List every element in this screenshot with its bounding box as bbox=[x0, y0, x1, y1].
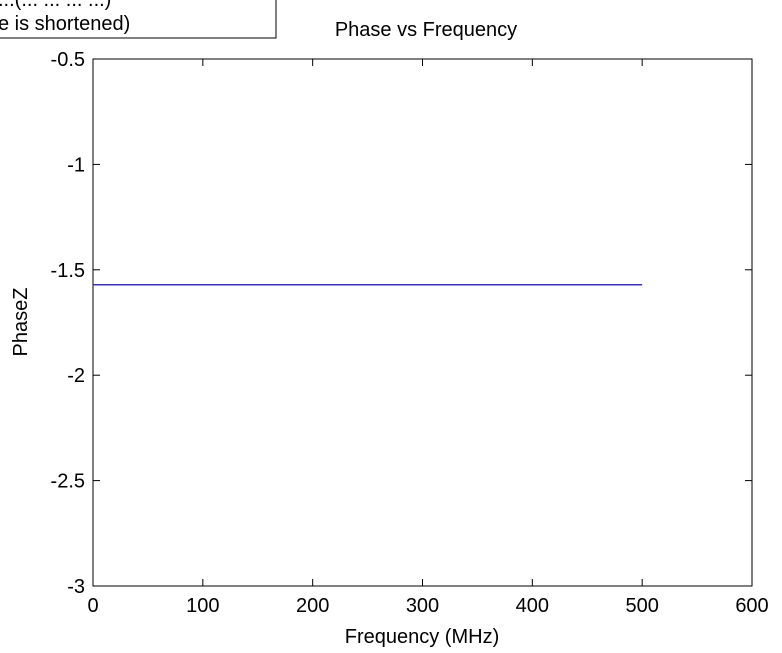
y-axis-ticks bbox=[93, 58, 752, 587]
y-tick-label: -1 bbox=[67, 154, 85, 176]
y-axis-label: PhaseZ bbox=[10, 288, 32, 357]
y-axis-tick-labels: -3 -2.5 -2 -1.5 -1 -0.5 bbox=[51, 49, 85, 598]
x-tick-label: 500 bbox=[625, 595, 658, 617]
annotation-box: ...(... ... ... ...) e is shortened) bbox=[0, 0, 277, 39]
y-tick-label: -1.5 bbox=[51, 260, 85, 282]
plot-area-frame bbox=[92, 58, 753, 587]
x-axis-label: Frequency (MHz) bbox=[345, 626, 499, 648]
y-tick-label: -3 bbox=[67, 576, 85, 598]
y-tick-label: -2.5 bbox=[51, 471, 85, 493]
x-tick-label: 400 bbox=[516, 595, 549, 617]
x-tick-label: 200 bbox=[296, 595, 329, 617]
y-tick-label: -2 bbox=[67, 365, 85, 387]
x-tick-label: 100 bbox=[186, 595, 219, 617]
y-tick-label: -0.5 bbox=[51, 49, 85, 71]
x-tick-label: 300 bbox=[406, 595, 439, 617]
x-tick-label: 0 bbox=[87, 595, 98, 617]
x-tick-label: 600 bbox=[735, 595, 768, 617]
x-axis-tick-labels: 0 100 200 300 400 500 600 bbox=[87, 595, 768, 617]
chart-title: Phase vs Frequency bbox=[335, 19, 517, 41]
x-axis-ticks bbox=[92, 59, 753, 586]
annotation-line-2: e is shortened) bbox=[0, 13, 130, 35]
annotation-line-1: ...(... ... ... ...) bbox=[0, 0, 111, 11]
annotation-box-frame bbox=[0, 0, 277, 39]
